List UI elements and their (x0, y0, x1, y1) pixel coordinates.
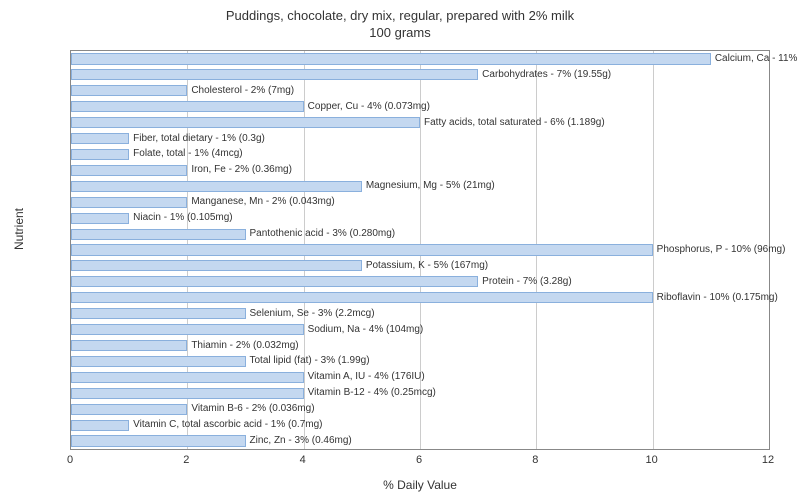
nutrient-bar (71, 292, 653, 303)
nutrient-bar-label: Copper, Cu - 4% (0.073mg) (308, 102, 430, 112)
nutrient-bar (71, 404, 187, 415)
nutrient-bar-label: Niacin - 1% (0.105mg) (133, 213, 232, 223)
nutrient-bar (71, 197, 187, 208)
nutrient-bar-label: Vitamin B-6 - 2% (0.036mg) (191, 404, 314, 414)
nutrient-bar (71, 213, 129, 224)
nutrient-bar (71, 356, 246, 367)
chart-title: Puddings, chocolate, dry mix, regular, p… (0, 0, 800, 42)
nutrient-bar-label: Protein - 7% (3.28g) (482, 277, 572, 287)
nutrient-bar (71, 165, 187, 176)
chart-title-line1: Puddings, chocolate, dry mix, regular, p… (226, 8, 574, 23)
nutrient-bar-label: Iron, Fe - 2% (0.36mg) (191, 165, 292, 175)
nutrient-bar (71, 276, 478, 287)
x-tick-label: 10 (646, 454, 658, 466)
nutrient-bar (71, 149, 129, 160)
nutrient-bar (71, 308, 246, 319)
nutrient-bar-label: Calcium, Ca - 11% (112mg) (715, 54, 800, 64)
nutrient-bar (71, 340, 187, 351)
nutrient-bar-label: Magnesium, Mg - 5% (21mg) (366, 181, 495, 191)
nutrient-bar (71, 324, 304, 335)
nutrient-bar (71, 117, 420, 128)
x-tick-label: 4 (300, 454, 306, 466)
nutrient-bar-label: Thiamin - 2% (0.032mg) (191, 341, 298, 351)
x-tick-label: 12 (762, 454, 774, 466)
nutrient-bar-label: Vitamin C, total ascorbic acid - 1% (0.7… (133, 420, 322, 430)
nutrient-bar-label: Total lipid (fat) - 3% (1.99g) (250, 356, 370, 366)
x-tick-label: 0 (67, 454, 73, 466)
nutrient-bar-label: Manganese, Mn - 2% (0.043mg) (191, 197, 334, 207)
nutrient-bar (71, 229, 246, 240)
x-tick-label: 8 (532, 454, 538, 466)
nutrient-bar-label: Pantothenic acid - 3% (0.280mg) (250, 229, 396, 239)
nutrient-bar (71, 69, 478, 80)
nutrient-bar-label: Zinc, Zn - 3% (0.46mg) (250, 436, 352, 446)
nutrient-bar-label: Sodium, Na - 4% (104mg) (308, 325, 424, 335)
nutrient-bar (71, 181, 362, 192)
nutrient-bar-label: Cholesterol - 2% (7mg) (191, 86, 294, 96)
nutrient-bar-label: Fatty acids, total saturated - 6% (1.189… (424, 118, 605, 128)
nutrient-bar (71, 388, 304, 399)
y-axis-label: Nutrient (12, 208, 26, 250)
gridline (653, 51, 654, 449)
nutrient-bar-label: Vitamin A, IU - 4% (176IU) (308, 372, 425, 382)
nutrient-chart: Puddings, chocolate, dry mix, regular, p… (0, 0, 800, 500)
nutrient-bar (71, 372, 304, 383)
nutrient-bar-label: Carbohydrates - 7% (19.55g) (482, 70, 611, 80)
nutrient-bar-label: Riboflavin - 10% (0.175mg) (657, 293, 778, 303)
nutrient-bar (71, 260, 362, 271)
x-axis-label: % Daily Value (70, 478, 770, 492)
nutrient-bar (71, 133, 129, 144)
nutrient-bar (71, 435, 246, 446)
nutrient-bar (71, 420, 129, 431)
nutrient-bar (71, 101, 304, 112)
nutrient-bar-label: Phosphorus, P - 10% (96mg) (657, 245, 786, 255)
nutrient-bar (71, 85, 187, 96)
nutrient-bar (71, 244, 653, 255)
plot-area: Calcium, Ca - 11% (112mg)Carbohydrates -… (70, 50, 770, 450)
nutrient-bar-label: Potassium, K - 5% (167mg) (366, 261, 488, 271)
nutrient-bar (71, 53, 711, 64)
x-tick-label: 6 (416, 454, 422, 466)
nutrient-bar-label: Fiber, total dietary - 1% (0.3g) (133, 134, 265, 144)
chart-title-line2: 100 grams (369, 25, 430, 40)
nutrient-bar-label: Folate, total - 1% (4mcg) (133, 149, 242, 159)
x-tick-label: 2 (183, 454, 189, 466)
nutrient-bar-label: Selenium, Se - 3% (2.2mcg) (250, 309, 375, 319)
nutrient-bar-label: Vitamin B-12 - 4% (0.25mcg) (308, 388, 436, 398)
